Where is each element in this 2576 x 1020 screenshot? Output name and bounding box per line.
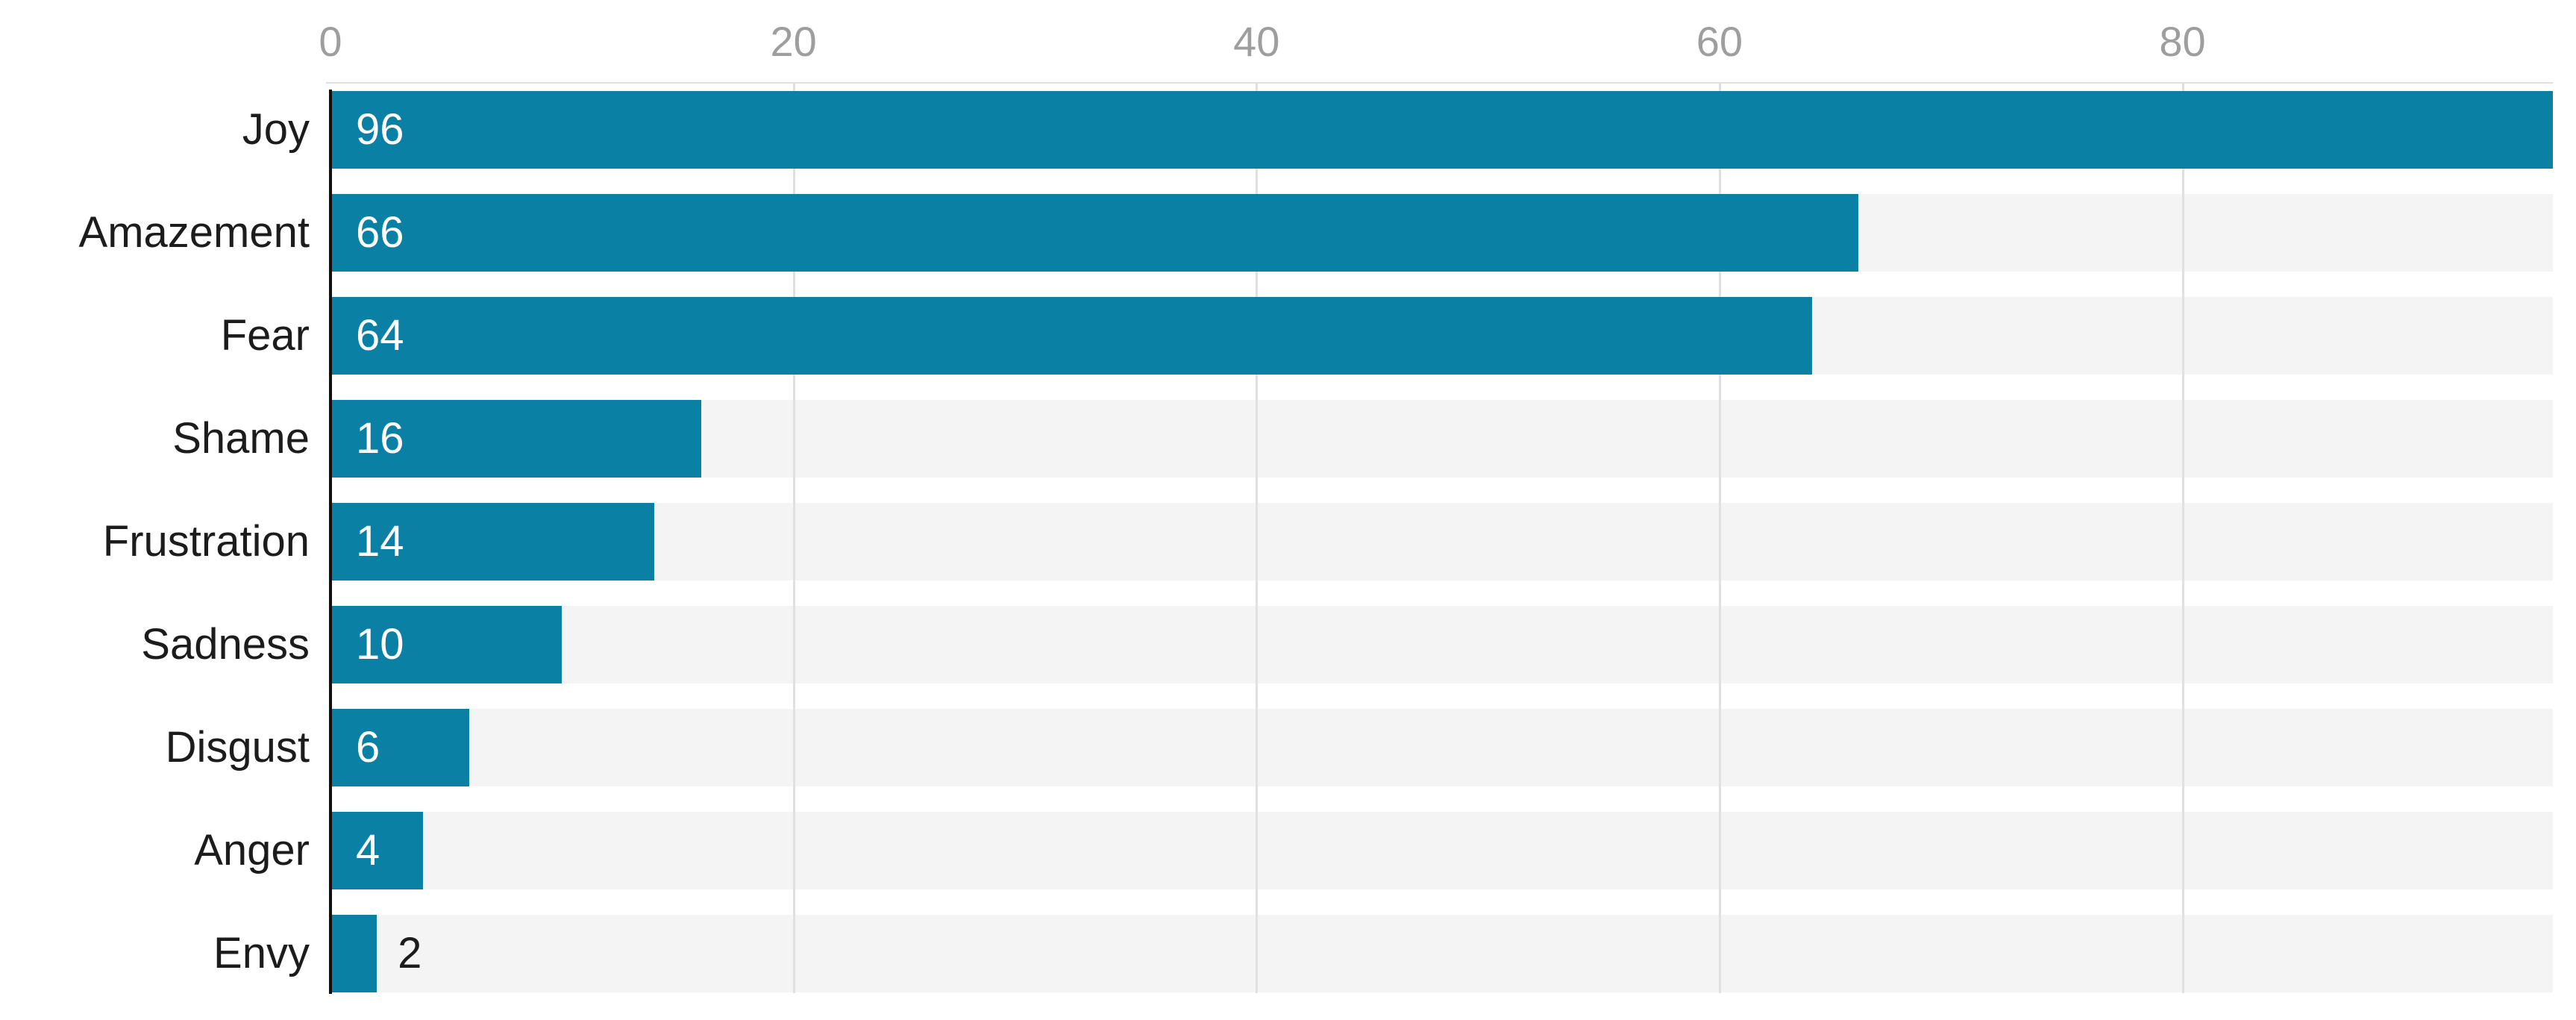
chart-row: Disgust 6 bbox=[0, 709, 2576, 786]
bar-track bbox=[330, 915, 2553, 992]
bar-track bbox=[330, 812, 2553, 889]
y-axis-line bbox=[329, 90, 332, 994]
bar bbox=[330, 503, 655, 581]
value-label: 6 bbox=[356, 723, 380, 772]
x-axis-tick-label: 20 bbox=[770, 18, 817, 65]
x-axis-tick-label: 60 bbox=[1696, 18, 1743, 65]
category-label: Sadness bbox=[141, 620, 310, 669]
category-label: Anger bbox=[194, 826, 310, 874]
value-label: 96 bbox=[356, 105, 404, 154]
category-label: Fear bbox=[220, 311, 310, 360]
bar-track bbox=[330, 606, 2553, 683]
gridline bbox=[792, 83, 795, 993]
bar bbox=[330, 400, 701, 478]
bar-track bbox=[330, 709, 2553, 786]
category-label: Shame bbox=[172, 414, 310, 463]
plot-top-border bbox=[326, 82, 2553, 84]
bar bbox=[330, 297, 1812, 375]
value-label: 10 bbox=[356, 620, 404, 669]
gridline bbox=[1256, 83, 1259, 993]
chart-row: Envy 2 bbox=[0, 915, 2576, 992]
x-axis-tick-label: 80 bbox=[2159, 18, 2206, 65]
value-label: 16 bbox=[356, 414, 404, 463]
chart-row: Frustration 14 bbox=[0, 503, 2576, 581]
bar bbox=[330, 812, 424, 889]
chart-row: Sadness 10 bbox=[0, 606, 2576, 683]
chart-row: Joy 96 bbox=[0, 91, 2576, 169]
category-label: Joy bbox=[242, 105, 310, 154]
bar-track bbox=[330, 503, 2553, 581]
gridline bbox=[2181, 83, 2184, 993]
bar bbox=[330, 91, 2553, 169]
bar bbox=[330, 606, 562, 683]
chart-row: Shame 16 bbox=[0, 400, 2576, 478]
value-label: 66 bbox=[356, 208, 404, 257]
x-axis-tick-label: 40 bbox=[1233, 18, 1280, 65]
gridline bbox=[1718, 83, 1721, 993]
value-label: 64 bbox=[356, 311, 404, 360]
category-label: Frustration bbox=[102, 517, 310, 566]
category-label: Amazement bbox=[78, 208, 310, 257]
chart-row: Anger 4 bbox=[0, 812, 2576, 889]
value-label: 4 bbox=[356, 826, 380, 874]
category-label: Envy bbox=[213, 929, 310, 977]
category-label: Disgust bbox=[165, 723, 310, 772]
value-label: 2 bbox=[398, 929, 422, 977]
bar bbox=[330, 709, 470, 786]
bar bbox=[330, 915, 377, 992]
chart-row: Amazement 66 bbox=[0, 194, 2576, 272]
x-axis-tick-label: 0 bbox=[319, 18, 342, 65]
bar bbox=[330, 194, 1859, 272]
value-label: 14 bbox=[356, 517, 404, 566]
chart-row: Fear 64 bbox=[0, 297, 2576, 375]
